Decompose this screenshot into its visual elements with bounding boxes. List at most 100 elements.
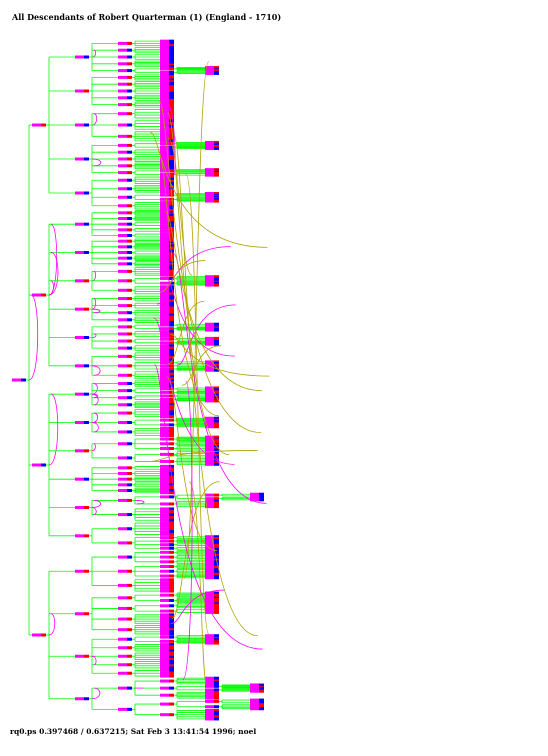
person-marker (169, 46, 174, 50)
person-marker (127, 318, 132, 322)
person-marker (169, 609, 174, 613)
couple-block (205, 535, 214, 539)
couple-block (118, 41, 127, 45)
person-marker (169, 418, 174, 422)
couple-block (160, 609, 169, 613)
cross-link (166, 376, 217, 551)
couple-block (160, 150, 169, 154)
couple-block (205, 705, 214, 709)
person-marker (169, 320, 174, 324)
person-marker (169, 426, 174, 430)
person-marker (169, 308, 174, 312)
couple-block (160, 467, 169, 471)
couple-block (160, 635, 169, 639)
couple-block (160, 334, 169, 338)
person-marker (127, 483, 132, 487)
person-marker (169, 686, 174, 690)
person-marker (84, 123, 89, 127)
couple-block (160, 655, 169, 659)
person-marker (169, 467, 174, 471)
marriage-link (48, 613, 56, 636)
couple-block (160, 91, 169, 95)
cross-link (157, 151, 219, 417)
couple-block (160, 664, 169, 668)
person-marker (169, 543, 174, 547)
person-marker (169, 269, 174, 273)
couple-block (160, 46, 169, 50)
couple-block (160, 87, 169, 91)
person-marker (169, 530, 174, 534)
marriage-link (91, 298, 97, 310)
couple-block (118, 256, 127, 260)
couple-block (160, 105, 169, 109)
person-marker (169, 589, 174, 593)
person-marker (169, 330, 174, 334)
person-marker (169, 387, 174, 391)
couple-block (160, 304, 169, 308)
couple-block (160, 415, 169, 419)
person-marker (169, 639, 174, 643)
couple-block (205, 453, 214, 457)
couple-block (118, 483, 127, 487)
person-marker (214, 173, 219, 177)
couple-block (160, 473, 169, 477)
person-marker (169, 83, 174, 87)
couple-block (118, 498, 127, 502)
couple-block (75, 336, 84, 339)
couple-block (160, 426, 169, 430)
person-marker (169, 150, 174, 154)
person-marker (214, 445, 219, 449)
couple-block (160, 539, 169, 543)
marriage-link (91, 270, 97, 282)
couple-block (160, 660, 169, 664)
person-marker (169, 666, 174, 670)
couple-block (160, 589, 169, 593)
couple-block (160, 110, 169, 114)
couple-block (160, 89, 169, 93)
couple-block (205, 328, 214, 332)
person-marker (214, 610, 219, 614)
marriage-link (91, 158, 102, 167)
couple-block (160, 394, 169, 398)
person-marker (169, 100, 174, 104)
person-marker (169, 527, 174, 531)
couple-block (160, 102, 169, 106)
couple-block (118, 217, 127, 220)
couple-block (160, 47, 169, 51)
person-marker (169, 679, 174, 683)
couple-block (160, 367, 169, 371)
couple-block (160, 344, 169, 348)
person-marker (169, 169, 174, 173)
couple-block (205, 545, 214, 549)
person-marker (214, 446, 219, 450)
person-marker (127, 251, 132, 254)
person-marker (169, 437, 174, 441)
person-marker (169, 550, 174, 554)
person-marker (169, 524, 174, 528)
couple-block (160, 686, 169, 690)
person-marker (127, 663, 132, 667)
couple-block (205, 501, 214, 505)
couple-block (118, 234, 127, 237)
couple-block (75, 191, 84, 195)
person-marker (127, 346, 132, 350)
couple-block (160, 543, 169, 547)
person-marker (169, 532, 174, 536)
person-marker (169, 635, 174, 639)
couple-block (250, 689, 259, 693)
person-marker (169, 152, 174, 156)
couple-block (160, 643, 169, 647)
person-marker (169, 65, 174, 69)
person-marker (84, 421, 89, 424)
couple-block (118, 403, 127, 407)
couple-block (160, 433, 169, 437)
person-marker (214, 363, 219, 367)
person-marker (127, 671, 132, 675)
person-marker (169, 507, 174, 511)
person-marker (127, 646, 132, 650)
couple-block (205, 368, 214, 372)
person-marker (214, 199, 219, 203)
person-marker (259, 689, 264, 693)
couple-block (160, 406, 169, 410)
couple-block (160, 560, 169, 564)
